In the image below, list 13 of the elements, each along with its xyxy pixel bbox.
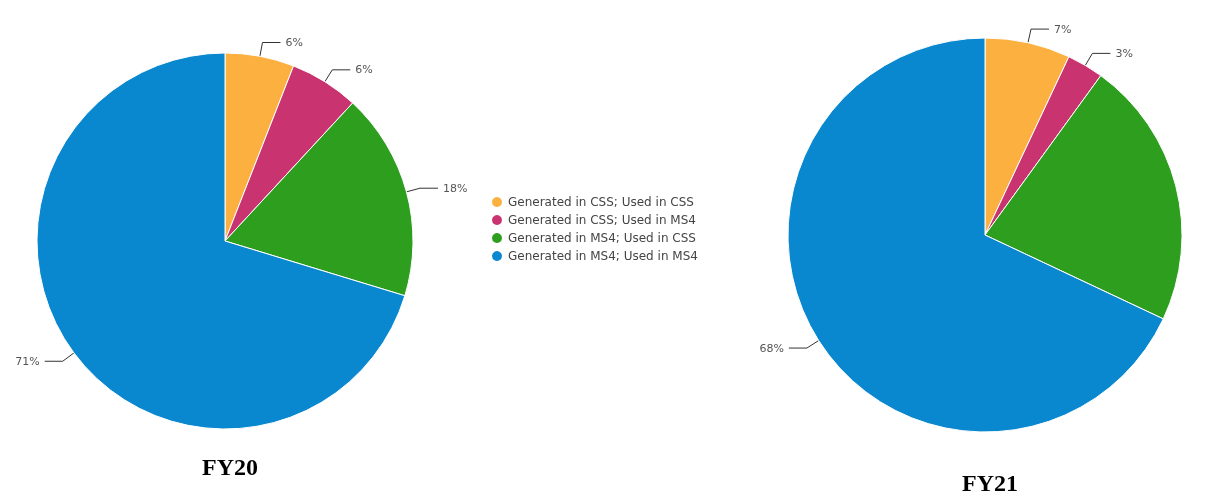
data-label: 71% (15, 354, 40, 368)
data-label: 68% (759, 341, 784, 355)
data-label: 3% (1115, 46, 1133, 60)
legend-label: Generated in MS4; Used in CSS (508, 231, 696, 245)
legend-label: Generated in CSS; Used in MS4 (508, 213, 696, 227)
data-label: 6% (355, 63, 373, 77)
legend-label: Generated in CSS; Used in CSS (508, 195, 694, 209)
data-label: 18% (442, 181, 468, 195)
data-label: 7% (1054, 22, 1072, 36)
text: FY21 (962, 470, 1018, 496)
text: FY20 (202, 454, 258, 480)
data-label: 6% (285, 36, 303, 50)
legend-label: Generated in MS4; Used in MS4 (508, 249, 698, 263)
